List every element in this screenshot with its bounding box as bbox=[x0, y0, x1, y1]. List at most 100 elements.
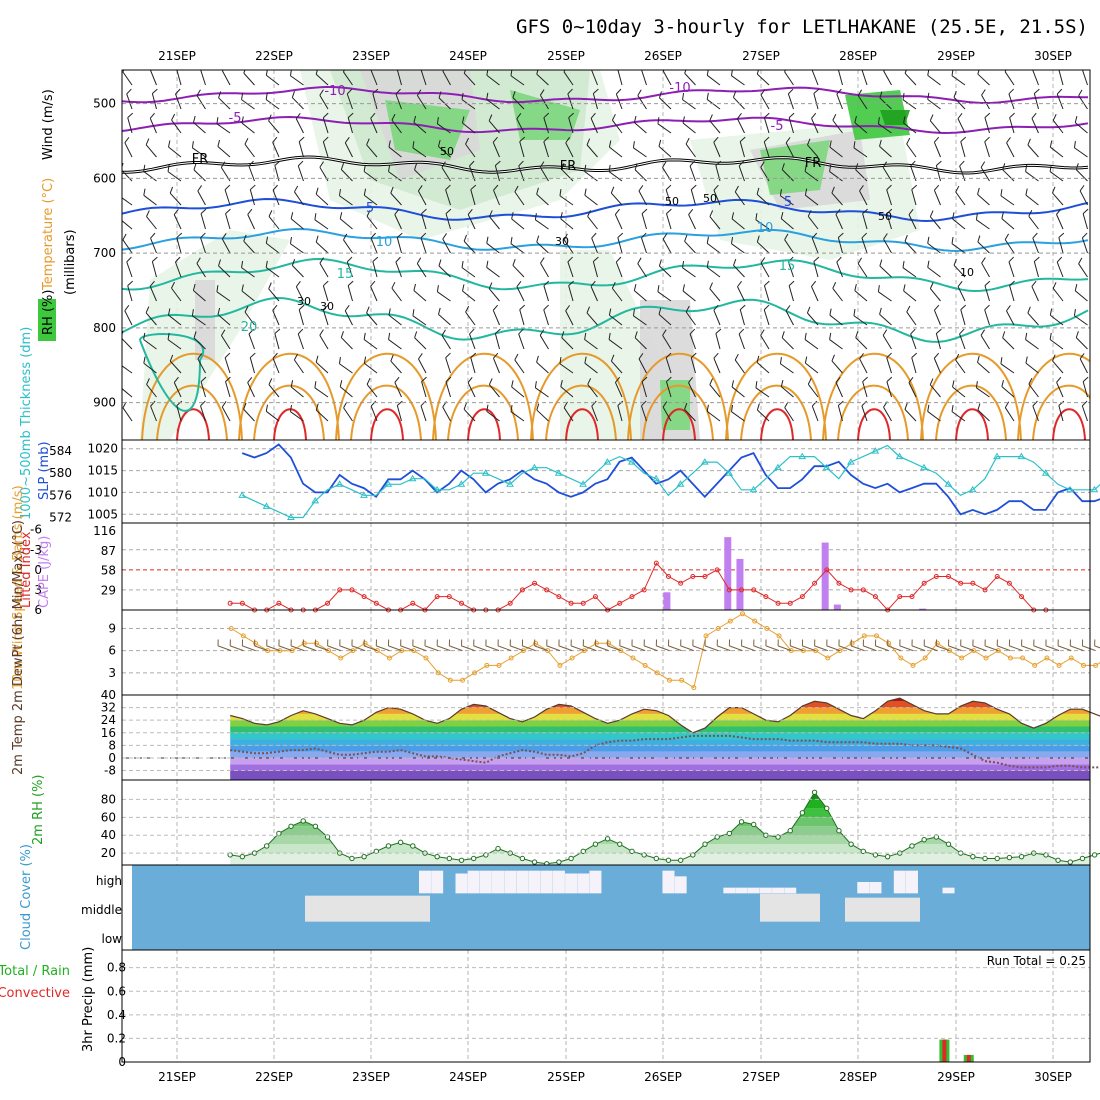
wind-barb-10m bbox=[1057, 639, 1072, 652]
wind-barb bbox=[632, 309, 647, 326]
wind-barb-10m bbox=[217, 639, 232, 652]
wind-speed-point bbox=[886, 640, 892, 646]
wind-barb bbox=[265, 236, 280, 254]
wind-barb bbox=[388, 308, 402, 326]
wind-barb bbox=[836, 88, 843, 110]
wind-barb bbox=[463, 402, 476, 422]
li-point bbox=[337, 587, 343, 593]
wind-speed-point bbox=[289, 648, 295, 654]
wind-barb bbox=[837, 400, 844, 422]
thickness-point bbox=[238, 491, 247, 498]
wind-barb bbox=[1049, 332, 1064, 350]
wind-barb bbox=[1075, 331, 1088, 350]
wind-ylabel-text: 10m Wind Speed & Barbs (m/s) bbox=[11, 485, 26, 690]
wind-barb bbox=[813, 256, 820, 278]
cape-bar bbox=[724, 537, 732, 610]
wind-barb bbox=[217, 307, 231, 326]
wind-barb-10m bbox=[826, 639, 841, 652]
wind-barb-10m bbox=[521, 639, 536, 652]
wind-barb bbox=[584, 188, 598, 206]
wind-barb bbox=[608, 140, 623, 158]
wind-barb bbox=[736, 113, 745, 134]
temp-tick: 24 bbox=[101, 713, 116, 727]
contour-30-6 bbox=[740, 384, 812, 440]
wind-barb bbox=[811, 280, 819, 302]
wind-barb bbox=[1056, 376, 1064, 398]
li-point bbox=[653, 560, 659, 566]
wind-barb bbox=[470, 352, 477, 374]
wind-barb bbox=[614, 208, 623, 230]
li-point bbox=[799, 594, 805, 600]
wind-barb bbox=[437, 139, 451, 158]
wind-barb bbox=[372, 88, 379, 110]
contour-30-2 bbox=[350, 384, 422, 440]
cloud-high-bar bbox=[857, 882, 870, 894]
cloud-high-bar bbox=[942, 887, 955, 894]
wind-speed-point bbox=[1068, 655, 1074, 661]
rh-point bbox=[629, 848, 635, 855]
temp-band bbox=[230, 726, 1090, 733]
rh-point bbox=[483, 852, 489, 858]
wind-barb bbox=[248, 160, 255, 182]
wind-speed-point bbox=[472, 670, 478, 676]
contour-30-1 bbox=[253, 384, 325, 440]
wind-barb bbox=[763, 280, 770, 302]
wind-barb bbox=[1031, 112, 1039, 134]
rh-point bbox=[604, 836, 611, 842]
wind-barb bbox=[420, 400, 427, 422]
wind-barb bbox=[637, 257, 647, 278]
wind-barb bbox=[929, 378, 941, 398]
wind-barb-10m bbox=[448, 639, 463, 652]
wind-speed-point bbox=[849, 640, 855, 646]
wind-barb bbox=[543, 280, 550, 302]
contour-label: -5 bbox=[771, 119, 784, 134]
wind-barb bbox=[173, 208, 182, 230]
wind-barb bbox=[633, 283, 647, 302]
wind-barb bbox=[614, 376, 623, 398]
rh-point bbox=[385, 843, 392, 849]
wind-barb bbox=[709, 210, 721, 230]
wind-barb bbox=[980, 329, 990, 350]
wind-barb bbox=[149, 112, 157, 134]
rh-tick: 20 bbox=[101, 846, 116, 860]
wind-barb bbox=[241, 260, 255, 278]
wind-barb bbox=[347, 112, 354, 134]
contour-30-4 bbox=[545, 384, 617, 440]
rh-label: 30 bbox=[320, 300, 334, 313]
wind-barb bbox=[314, 213, 329, 230]
wind-barb bbox=[467, 208, 476, 230]
wind-barb bbox=[984, 280, 991, 302]
wind-barb bbox=[780, 379, 794, 398]
wind-barb bbox=[519, 136, 526, 158]
wind-barb bbox=[829, 308, 843, 326]
wind-barb bbox=[168, 140, 182, 158]
thickness-point bbox=[920, 463, 928, 471]
li-point bbox=[665, 574, 671, 580]
wind-barb bbox=[784, 70, 794, 86]
contour-35-3 bbox=[467, 408, 501, 440]
wind-speed-point bbox=[496, 662, 502, 668]
li-point bbox=[909, 594, 915, 600]
wind-barb bbox=[608, 164, 623, 182]
temp-tick: -8 bbox=[104, 764, 116, 778]
wind-barb bbox=[1004, 233, 1015, 254]
wind-barb bbox=[124, 305, 133, 326]
li-point bbox=[678, 580, 684, 586]
wind-barb bbox=[784, 233, 794, 254]
wind-barb bbox=[436, 117, 451, 134]
wind-barb bbox=[713, 304, 721, 326]
thickness-tick: 576 bbox=[49, 488, 72, 502]
wind-barb bbox=[124, 137, 133, 158]
wind-barb bbox=[882, 161, 892, 182]
wind-barb bbox=[861, 70, 868, 86]
wind-barb bbox=[543, 112, 550, 134]
li-point bbox=[836, 580, 842, 586]
rh-point bbox=[239, 853, 246, 860]
wind-barb bbox=[192, 115, 206, 134]
wind-barb bbox=[322, 136, 329, 158]
wind-barb bbox=[960, 136, 967, 158]
wind-barb bbox=[908, 376, 917, 398]
wind-barb bbox=[1058, 232, 1065, 254]
wind-speed-point bbox=[666, 677, 672, 683]
thickness-point bbox=[530, 463, 539, 471]
